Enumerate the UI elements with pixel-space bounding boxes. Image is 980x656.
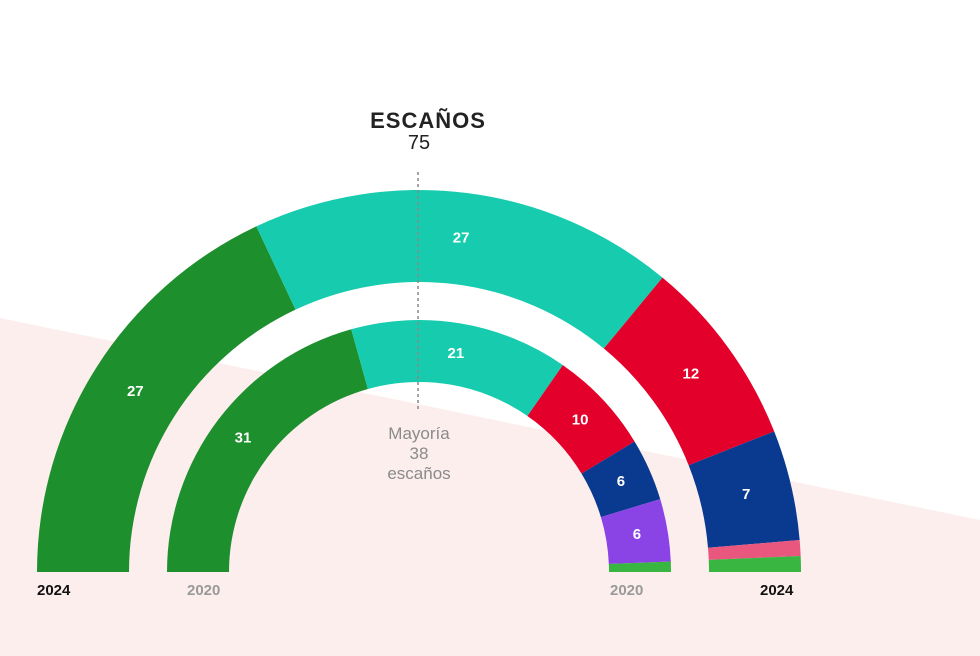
majority-label-line2: 38 bbox=[410, 444, 429, 463]
arc-2024-label-3: 7 bbox=[742, 486, 750, 503]
arc-2020-segment-5 bbox=[608, 561, 671, 572]
arc-2024-segment-3 bbox=[688, 431, 800, 548]
arc-2024-segment-1 bbox=[256, 190, 663, 349]
arc-2024-label-0: 27 bbox=[127, 383, 144, 400]
arc-2020-label-1: 21 bbox=[448, 345, 465, 362]
arc-2024-segment-5 bbox=[708, 556, 801, 572]
arc-2020-segment-2 bbox=[527, 365, 635, 474]
arc-2020-segment-4 bbox=[600, 499, 671, 565]
arc-2024-label-1: 27 bbox=[453, 230, 470, 247]
arc-2024-segment-4 bbox=[707, 540, 801, 560]
arc-2020-label-0: 31 bbox=[235, 429, 252, 446]
arc-2020-label-4: 6 bbox=[633, 526, 641, 543]
arc-2024-label-2: 12 bbox=[682, 365, 699, 382]
year-label-inner-left: 2020 bbox=[187, 582, 220, 599]
total-seats: 75 bbox=[408, 132, 430, 154]
arc-2024-segment-0 bbox=[37, 226, 296, 572]
arc-2020-segment-0 bbox=[167, 329, 368, 572]
arc-2020-segment-1 bbox=[351, 320, 563, 416]
year-label-outer-left: 2024 bbox=[37, 582, 71, 599]
arc-2020-label-2: 10 bbox=[572, 412, 589, 429]
arc-2024-segment-2 bbox=[603, 277, 775, 466]
arcs-group: 27 27 12 7 31 21 10 6 6 bbox=[37, 190, 801, 572]
year-label-inner-right: 2020 bbox=[610, 582, 643, 599]
majority-label-line3: escaños bbox=[387, 464, 450, 483]
chart-title: ESCAÑOS bbox=[370, 108, 486, 133]
arc-2020-label-3: 6 bbox=[617, 473, 625, 490]
majority-label-line1: Mayoría bbox=[388, 424, 450, 443]
arc-2020-segment-3 bbox=[581, 441, 661, 518]
year-label-outer-right: 2024 bbox=[760, 582, 794, 599]
